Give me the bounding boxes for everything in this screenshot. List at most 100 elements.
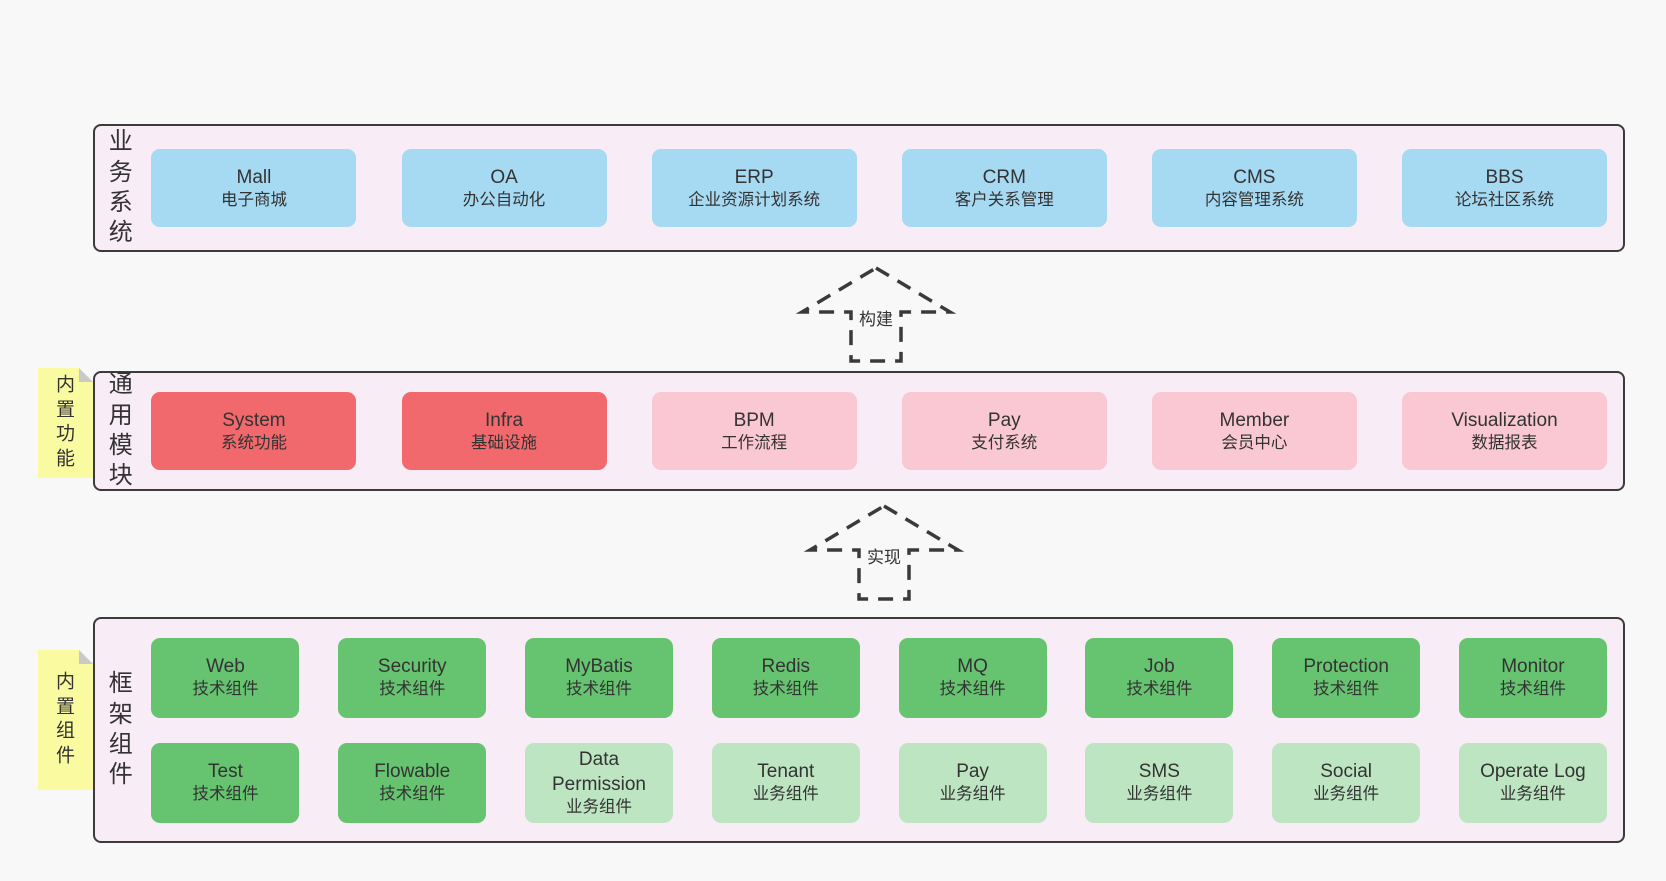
box-subtitle: 技术组件 (379, 680, 446, 699)
box-title: Mall (236, 166, 272, 188)
box-member: Member 会员中心 (1151, 392, 1357, 470)
box-title: SMS (1138, 761, 1180, 783)
box-web: Web 技术组件 (151, 637, 300, 718)
box-subtitle: 业务组件 (1126, 785, 1193, 804)
arrow-build: 构建 (791, 264, 961, 364)
box-title: MQ (957, 656, 988, 678)
box-title: Social (1320, 761, 1372, 783)
box-data-permission: Data Permission 业务组件 (525, 742, 673, 823)
box-crm: CRM 客户关系管理 (901, 149, 1107, 227)
box-title: ERP (734, 166, 774, 188)
sticky-note-label: 内置组件 (55, 671, 75, 767)
box-subtitle: 技术组件 (1313, 680, 1380, 699)
box-title: Member (1219, 409, 1290, 431)
sticky-note-label: 内置功能 (55, 374, 75, 470)
arrow-implement: 实现 (799, 502, 969, 602)
box-subtitle: 业务组件 (939, 785, 1006, 804)
box-title: OA (490, 166, 518, 188)
common-modules-boxes: System 系统功能 Infra 基础设施 BPM 工作流程 Pay 支付系统… (133, 392, 1623, 470)
sticky-note-built-in-components: 内置组件 (38, 650, 93, 790)
box-job: Job 技术组件 (1085, 637, 1234, 718)
box-subtitle: 支付系统 (971, 433, 1038, 452)
box-subtitle: 业务组件 (1313, 785, 1380, 804)
box-subtitle: 技术组件 (752, 680, 819, 699)
box-subtitle: 业务组件 (566, 797, 632, 816)
box-subtitle: 客户关系管理 (954, 190, 1054, 209)
box-subtitle: 基础设施 (471, 433, 538, 452)
box-title: CMS (1233, 166, 1276, 188)
box-title: Pay (956, 761, 989, 783)
box-bbs: BBS 论坛社区系统 (1401, 149, 1607, 227)
box-system: System 系统功能 (151, 392, 357, 470)
box-mq: MQ 技术组件 (898, 637, 1047, 718)
box-subtitle: 工作流程 (721, 433, 788, 452)
box-title: System (222, 409, 286, 431)
box-subtitle: 论坛社区系统 (1454, 190, 1554, 209)
box-subtitle: 企业资源计划系统 (688, 190, 821, 209)
band-framework-components: 框架组件 Web 技术组件 Security 技术组件 MyBatis 技术组件… (93, 617, 1625, 843)
box-subtitle: 系统功能 (220, 433, 287, 452)
box-title: Job (1144, 656, 1175, 678)
arrow-label: 构建 (855, 304, 897, 331)
box-mall: Mall 电子商城 (151, 149, 357, 227)
box-redis: Redis 技术组件 (711, 637, 860, 718)
box-title: Infra (485, 409, 524, 431)
box-title: Pay (987, 409, 1021, 431)
framework-components-row-1: Web 技术组件 Security 技术组件 MyBatis 技术组件 Redi… (151, 637, 1607, 718)
box-oa: OA 办公自动化 (401, 149, 607, 227)
box-title: Data Permission (552, 748, 646, 795)
box-sms: SMS 业务组件 (1085, 742, 1234, 823)
box-subtitle: 技术组件 (566, 680, 632, 699)
box-monitor: Monitor 技术组件 (1458, 637, 1607, 718)
box-title: Test (208, 761, 243, 783)
framework-components-rows: Web 技术组件 Security 技术组件 MyBatis 技术组件 Redi… (133, 637, 1623, 823)
framework-components-row-2: Test 技术组件 Flowable 技术组件 Data Permission … (151, 742, 1607, 823)
box-subtitle: 业务组件 (1499, 785, 1566, 804)
box-operate-log: Operate Log 业务组件 (1458, 742, 1607, 823)
band-label-business-systems: 业务系统 (108, 128, 133, 247)
box-subtitle: 业务组件 (752, 785, 819, 804)
box-subtitle: 技术组件 (1499, 680, 1566, 699)
box-subtitle: 内容管理系统 (1204, 190, 1304, 209)
box-title: MyBatis (565, 656, 633, 678)
dashed-up-arrow-icon (795, 265, 957, 363)
box-title: Security (377, 656, 447, 678)
box-visualization: Visualization 数据报表 (1401, 392, 1607, 470)
box-title: Operate Log (1480, 761, 1586, 783)
sticky-note-built-in-features: 内置功能 (38, 368, 93, 478)
business-systems-boxes: Mall 电子商城 OA 办公自动化 ERP 企业资源计划系统 CRM 客户关系… (133, 149, 1623, 227)
box-title: Visualization (1451, 409, 1558, 431)
box-erp: ERP 企业资源计划系统 (651, 149, 857, 227)
box-subtitle: 办公自动化 (462, 190, 546, 209)
band-common-modules: 通用模块 System 系统功能 Infra 基础设施 BPM 工作流程 Pay… (93, 371, 1625, 491)
box-security: Security 技术组件 (338, 637, 487, 718)
box-pay: Pay 支付系统 (901, 392, 1107, 470)
box-subtitle: 技术组件 (192, 680, 259, 699)
box-subtitle: 电子商城 (220, 190, 287, 209)
box-bpm: BPM 工作流程 (651, 392, 857, 470)
box-mybatis: MyBatis 技术组件 (525, 637, 673, 718)
band-business-systems: 业务系统 Mall 电子商城 OA 办公自动化 ERP 企业资源计划系统 CRM… (93, 124, 1625, 252)
box-subtitle: 技术组件 (379, 785, 446, 804)
box-subtitle: 会员中心 (1221, 433, 1288, 452)
box-title: CRM (982, 166, 1026, 188)
arrow-label: 实现 (863, 542, 905, 569)
band-label-common-modules: 通用模块 (108, 371, 133, 490)
box-social: Social 业务组件 (1272, 742, 1421, 823)
dashed-up-arrow-icon (803, 503, 965, 601)
box-protection: Protection 技术组件 (1272, 637, 1421, 718)
box-title: Flowable (374, 761, 451, 783)
box-subtitle: 数据报表 (1471, 433, 1538, 452)
box-subtitle: 技术组件 (1126, 680, 1193, 699)
box-title: BPM (733, 409, 775, 431)
box-subtitle: 技术组件 (939, 680, 1006, 699)
box-title: Protection (1303, 656, 1389, 678)
box-title: BBS (1485, 166, 1524, 188)
box-subtitle: 技术组件 (192, 785, 259, 804)
box-pay-biz: Pay 业务组件 (898, 742, 1047, 823)
box-infra: Infra 基础设施 (401, 392, 607, 470)
box-flowable: Flowable 技术组件 (338, 742, 487, 823)
band-label-framework-components: 框架组件 (108, 670, 133, 789)
box-title: Tenant (757, 761, 815, 783)
